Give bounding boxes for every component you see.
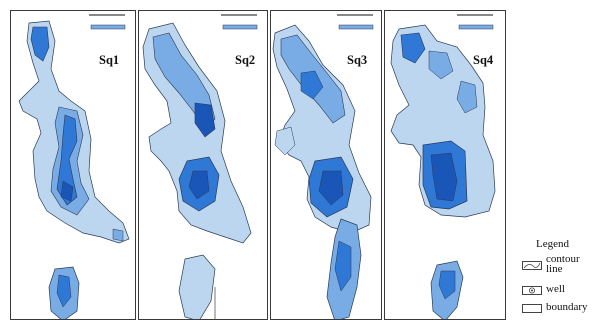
panel-label: Sq1 <box>99 53 120 67</box>
panel-label: Sq2 <box>235 53 256 67</box>
isopach-map-sq4 <box>390 24 496 319</box>
isopach-map-sq2 <box>142 22 252 319</box>
scale-bar <box>457 14 494 30</box>
panel-label: Sq3 <box>347 53 368 67</box>
boundary-icon <box>522 304 542 313</box>
map-panel-sq2: Sq2 <box>138 10 268 320</box>
scale-bar <box>337 14 374 30</box>
legend-item-boundary: boundary <box>522 302 610 316</box>
map-panel-sq1: Sq1 <box>10 10 136 320</box>
legend-title: Legend <box>536 238 569 250</box>
isopach-map-sq1 <box>18 20 130 319</box>
legend-item-label: well <box>546 283 565 295</box>
contour-line-icon <box>522 261 542 270</box>
panel-label: Sq4 <box>473 53 494 67</box>
scale-bar <box>89 14 126 30</box>
legend-item-label: contour line <box>546 253 580 275</box>
map-legend: Legend contour line well boundary <box>522 238 610 320</box>
scale-bar <box>221 14 258 30</box>
map-panel-sq3: Sq3 <box>270 10 382 320</box>
legend-item-label: boundary <box>546 301 588 313</box>
map-panel-sq4: Sq4 <box>384 10 506 320</box>
isopach-map-sq3 <box>272 24 372 319</box>
legend-item-well: well <box>522 284 610 298</box>
well-icon <box>522 286 542 295</box>
legend-item-contour-line: contour line <box>522 252 610 278</box>
